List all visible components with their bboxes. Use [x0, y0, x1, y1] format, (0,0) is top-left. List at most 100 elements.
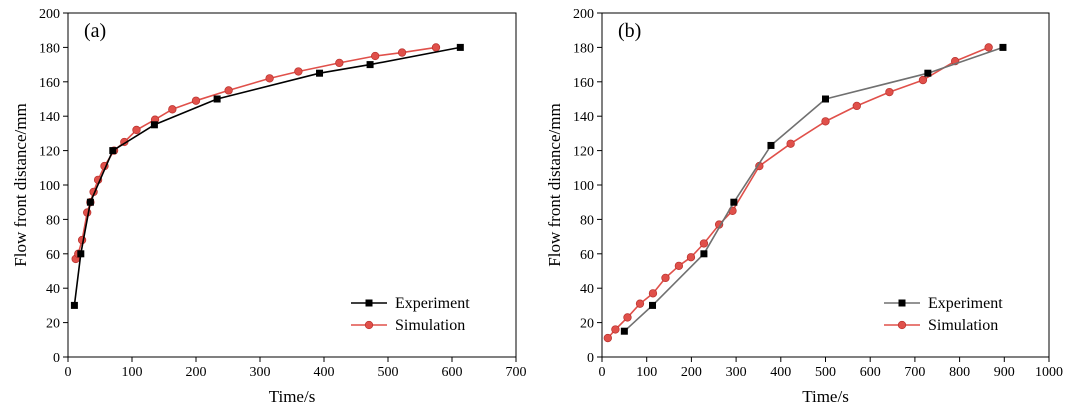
simulation-data-point	[431, 43, 441, 52]
simulation-data-point	[132, 125, 141, 135]
experiment-data-point	[316, 69, 324, 77]
legend-experiment-label: Experiment	[928, 295, 1003, 312]
y-tick-label: 0	[53, 351, 60, 366]
y-tick-label: 180	[573, 41, 594, 56]
experiment-data-point	[109, 147, 117, 155]
simulation-data-point	[984, 43, 993, 52]
experiment-data-point	[77, 250, 85, 258]
panel-b-chart: 0 100 200 300 400 500 600 700 800 900 1000 0 20 40 60 8…	[545, 7, 1063, 406]
experiment-data-point	[70, 301, 78, 309]
x-tick-label: 800	[949, 365, 970, 380]
x-tick-label: 600	[442, 365, 463, 380]
y-tick-label: 40	[580, 282, 594, 297]
legend-simulation-marker	[364, 320, 374, 330]
experiment-data-point	[822, 95, 829, 103]
simulation-data-point	[635, 299, 645, 308]
simulation-data-point	[168, 105, 177, 114]
x-tick-label: 300	[726, 365, 747, 380]
simulation-data-point	[852, 101, 861, 111]
x-tick-label: 0	[599, 365, 606, 380]
x-tick-label: 700	[904, 365, 925, 380]
x-tick-label: 700	[506, 365, 527, 380]
experiment-data-point	[620, 327, 628, 335]
x-tick-label: 200	[186, 365, 207, 380]
simulation-data-point	[885, 87, 894, 97]
x-tick-label: 1000	[1035, 365, 1063, 380]
simulation-data-point	[265, 74, 274, 83]
x-tick-label: 900	[994, 365, 1015, 380]
y-tick-label: 160	[39, 76, 60, 91]
experiment-data-point	[456, 43, 464, 51]
simulation-data-point	[611, 325, 620, 334]
y-tick-label: 60	[46, 248, 60, 263]
legend-simulation-label: Simulation	[395, 317, 465, 334]
simulation-data-point	[191, 96, 201, 105]
experiment-data-point	[150, 121, 158, 129]
y-tick-label: 140	[573, 110, 594, 125]
experiment-data-point	[366, 61, 374, 69]
simulation-data-point	[294, 67, 303, 76]
y-tick-label: 40	[46, 282, 60, 297]
panel-label: (a)	[84, 20, 106, 42]
y-axis-label: Flow front distance/mm	[11, 103, 30, 266]
x-tick-label: 400	[314, 365, 335, 380]
y-tick-label: 20	[580, 317, 594, 332]
experiment-data-point	[924, 69, 932, 77]
legend-simulation-marker	[897, 320, 907, 330]
y-tick-label: 180	[39, 41, 60, 56]
y-tick-label: 200	[573, 7, 594, 22]
simulation-data-point	[918, 75, 928, 85]
x-axis-label: Time/s	[269, 387, 316, 406]
simulation-data-point	[821, 117, 830, 126]
legend-experiment-marker	[365, 299, 373, 307]
y-tick-label: 20	[46, 317, 60, 332]
experiment-data-point	[86, 198, 94, 206]
simulation-data-point	[699, 239, 709, 248]
x-axis-label: Time/s	[802, 387, 849, 406]
x-tick-label: 0	[65, 365, 72, 380]
y-tick-label: 0	[587, 351, 594, 366]
simulation-data-point	[686, 253, 696, 262]
y-tick-label: 160	[573, 76, 594, 91]
experiment-data-point	[649, 301, 657, 309]
experiment-data-point	[213, 95, 221, 103]
x-tick-label: 600	[860, 365, 881, 380]
experiment-data-point	[730, 198, 738, 206]
x-tick-label: 200	[681, 365, 702, 380]
x-tick-label: 400	[770, 365, 791, 380]
experiment-data-point	[999, 43, 1007, 51]
simulation-data-point	[397, 48, 407, 57]
y-tick-label: 140	[39, 110, 60, 125]
y-tick-label: 200	[39, 7, 60, 22]
x-tick-label: 100	[122, 365, 143, 380]
y-tick-label: 80	[580, 213, 594, 228]
simulation-series-line	[74, 46, 437, 260]
x-tick-label: 100	[636, 365, 657, 380]
y-tick-label: 120	[39, 145, 60, 160]
experiment-data-point	[700, 250, 708, 258]
simulation-data-point	[623, 313, 632, 322]
x-tick-label: 300	[250, 365, 271, 380]
simulation-data-point	[224, 86, 233, 95]
y-tick-label: 120	[573, 145, 594, 160]
y-tick-label: 100	[39, 179, 60, 194]
x-tick-label: 500	[378, 365, 399, 380]
y-axis-label: Flow front distance/mm	[545, 103, 564, 266]
y-tick-label: 80	[46, 213, 60, 228]
experiment-series-line	[623, 46, 1004, 332]
legend-experiment-marker	[898, 299, 906, 307]
experiment-data-point	[767, 141, 775, 149]
simulation-data-point	[603, 333, 612, 343]
legend-simulation-label: Simulation	[928, 317, 998, 334]
simulation-data-point	[371, 51, 380, 61]
simulation-data-point	[335, 58, 344, 68]
y-tick-label: 100	[573, 179, 594, 194]
legend-experiment-label: Experiment	[395, 295, 470, 312]
simulation-data-point	[786, 139, 795, 148]
panel-label: (b)	[618, 20, 641, 42]
panel-a-chart: 0 100 200 300 400 500 600 700 0 20 40 60 80 100 120 140…	[11, 7, 527, 406]
experiment-series-line	[73, 46, 461, 306]
simulation-data-point	[674, 261, 684, 270]
simulation-data-point	[661, 273, 670, 283]
